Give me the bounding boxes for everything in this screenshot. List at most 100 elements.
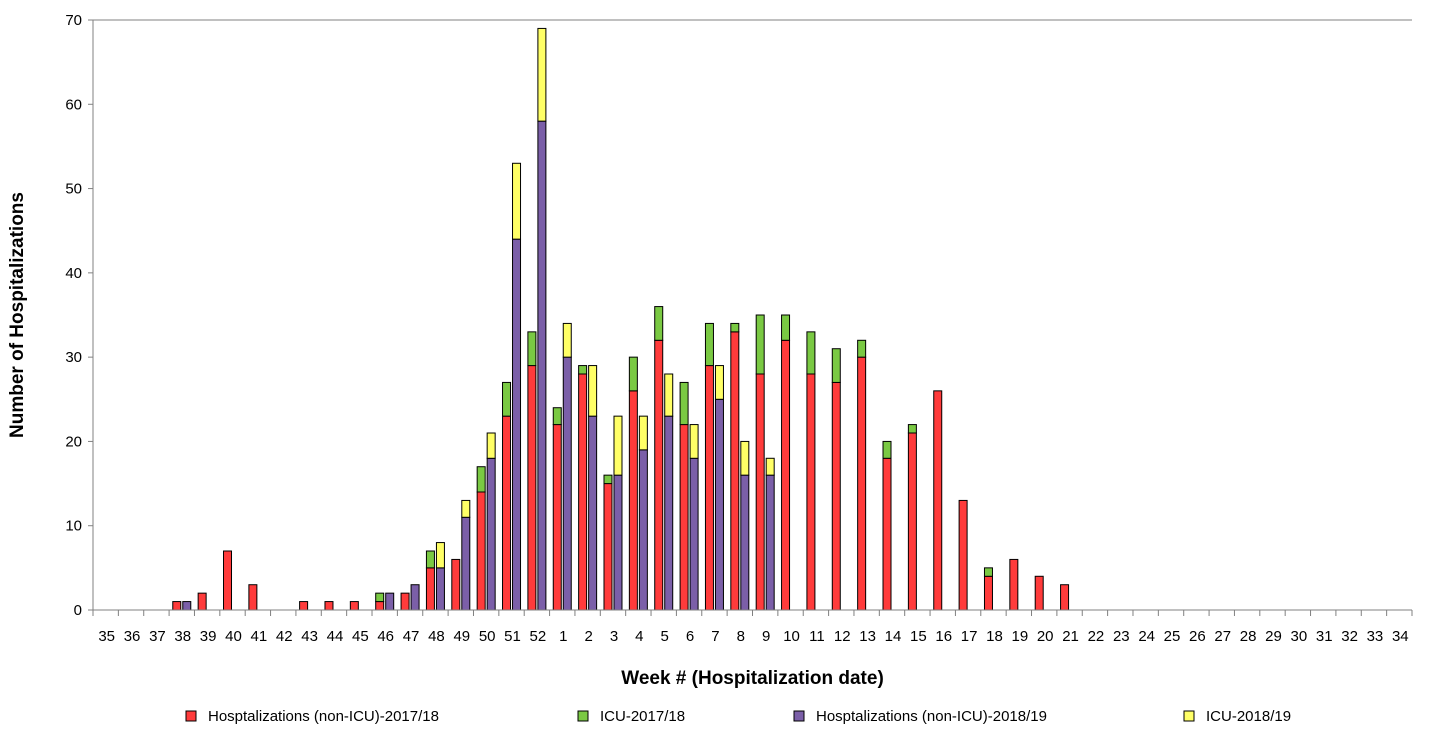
y-tick-label: 30: [65, 349, 82, 366]
bar-segment: [704, 322, 714, 367]
x-tick-label: 23: [1113, 628, 1130, 645]
bar-segment: [182, 601, 192, 611]
bar-segment: [502, 415, 512, 611]
bar-segment: [730, 322, 740, 333]
bar-segment: [765, 474, 775, 611]
y-tick-label: 0: [74, 602, 82, 619]
x-tick-label: 10: [783, 628, 800, 645]
x-tick-label: 24: [1138, 628, 1155, 645]
x-tick-label: 43: [301, 628, 318, 645]
bar-segment: [781, 314, 791, 341]
bar-segment: [933, 390, 943, 611]
bar-segment: [425, 550, 435, 569]
y-axis-title: Number of Hospitalizations: [7, 192, 28, 438]
bar-segment: [410, 584, 420, 611]
bar-segment: [578, 365, 588, 375]
bar-segment: [578, 373, 588, 611]
x-tick-label: 25: [1164, 628, 1181, 645]
bar-segment: [375, 601, 385, 611]
bar-segment: [552, 407, 562, 426]
x-tick-label: 29: [1265, 628, 1282, 645]
bar-segment: [552, 424, 562, 611]
bar-segment: [425, 567, 435, 611]
bar-segment: [882, 440, 892, 459]
x-tick-label: 4: [635, 628, 643, 645]
bar-segment: [248, 584, 258, 611]
x-tick-label: 3: [610, 628, 618, 645]
y-tick-label: 70: [65, 12, 82, 29]
x-tick-label: 2: [584, 628, 592, 645]
bar-segment: [613, 415, 623, 476]
bar-segment: [603, 474, 613, 485]
x-tick-label: 9: [762, 628, 770, 645]
x-tick-label: 1: [559, 628, 567, 645]
x-tick-label: 22: [1088, 628, 1105, 645]
bar-segment: [223, 550, 233, 611]
bar-segment: [461, 499, 471, 518]
bar-segment: [806, 373, 816, 611]
bar-segment: [435, 567, 445, 611]
x-tick-label: 42: [276, 628, 293, 645]
legend-label: ICU-2018/19: [1206, 708, 1291, 725]
bar-segment: [1034, 575, 1044, 611]
y-tick-label: 10: [65, 518, 82, 535]
bar-segment: [781, 339, 791, 611]
x-tick-label: 32: [1341, 628, 1358, 645]
x-tick-label: 37: [149, 628, 166, 645]
legend-swatch: [793, 710, 805, 722]
legend-swatch: [577, 710, 589, 722]
x-tick-label: 18: [986, 628, 1003, 645]
bar-segment: [958, 499, 968, 611]
x-tick-label: 7: [711, 628, 719, 645]
bar-segment: [461, 516, 471, 611]
x-tick-label: 40: [225, 628, 242, 645]
bar-segment: [299, 601, 309, 611]
bar-segment: [907, 424, 917, 434]
bars-layer: [172, 27, 1070, 611]
bar-segment: [806, 331, 816, 375]
bar-segment: [689, 457, 699, 611]
y-tick-label: 20: [65, 433, 82, 450]
bar-segment: [385, 592, 395, 611]
bar-segment: [638, 415, 648, 451]
bar-segment: [831, 348, 841, 383]
x-tick-label: 15: [910, 628, 927, 645]
bar-segment: [476, 491, 486, 611]
bar-segment: [537, 27, 547, 122]
bar-segment: [765, 457, 775, 476]
bar-segment: [435, 542, 445, 569]
legend: Hosptalizations (non-ICU)-2017/18 ICU-201…: [185, 708, 1291, 725]
x-axis-title: Week # (Hospitalization date): [621, 668, 884, 689]
x-tick-label: 27: [1214, 628, 1231, 645]
bar-segment: [638, 449, 648, 611]
bar-segment: [375, 592, 385, 603]
legend-label: Hosptalizations (non-ICU)-2018/19: [816, 708, 1047, 725]
x-tick-label: 50: [479, 628, 496, 645]
bar-segment: [704, 365, 714, 611]
bar-segment: [740, 474, 750, 611]
bar-segment: [714, 365, 724, 400]
bar-segment: [349, 601, 359, 611]
x-tick-label: 16: [935, 628, 952, 645]
x-tick-label: 44: [327, 628, 344, 645]
y-tick-label: 50: [65, 181, 82, 198]
bar-segment: [831, 381, 841, 611]
x-tick-label: 20: [1037, 628, 1054, 645]
bar-segment: [1060, 584, 1070, 611]
x-tick-label: 19: [1011, 628, 1028, 645]
x-tick-label: 21: [1062, 628, 1079, 645]
x-tick-label: 14: [885, 628, 902, 645]
x-tick-label: 31: [1316, 628, 1333, 645]
x-tick-label: 47: [403, 628, 420, 645]
bar-segment: [654, 306, 664, 341]
bar-segment: [679, 381, 689, 426]
bar-segment: [512, 162, 522, 240]
bar-segment: [476, 466, 486, 493]
bar-segment: [527, 365, 537, 611]
bar-segment: [679, 424, 689, 611]
x-axis-ticks: 35 36 37 38 39 40 41 42 43 44 45 46 47 48 49 50 51 52 1 2 3 4…: [92, 610, 1413, 645]
x-tick-label: 34: [1392, 628, 1409, 645]
x-tick-label: 17: [961, 628, 978, 645]
bar-segment: [1009, 558, 1019, 611]
